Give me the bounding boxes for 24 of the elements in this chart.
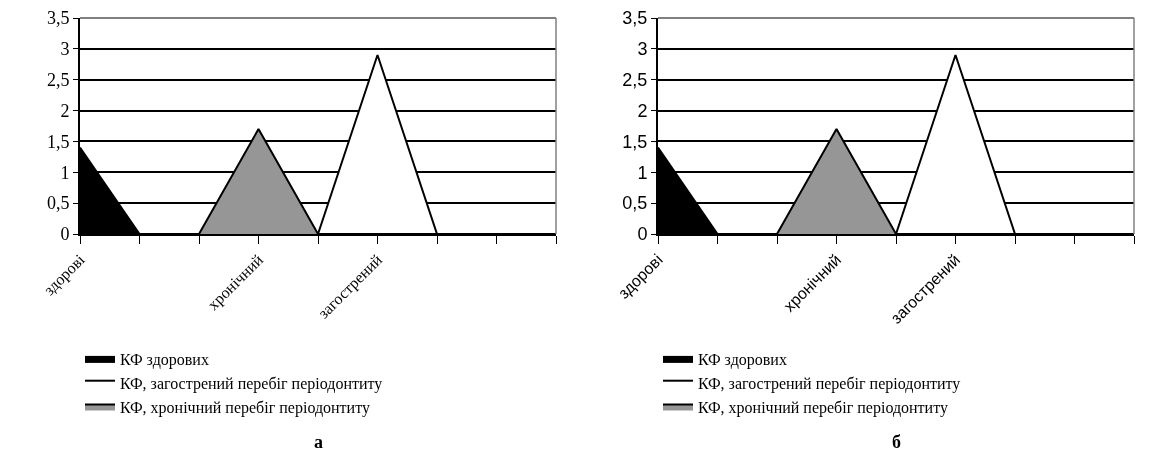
y-tick-label: 3	[60, 39, 70, 60]
legend-label: КФ здорових	[120, 351, 209, 370]
y-tick-label: 1	[637, 162, 648, 183]
y-tick-label: 2,5	[46, 70, 70, 91]
y-tick-label: 3,5	[622, 8, 648, 29]
y-tick-label: 3,5	[46, 8, 70, 29]
y-tick-label: 0	[60, 224, 70, 245]
y-tick-label: 1,5	[46, 131, 70, 152]
legend-label: КФ здорових	[698, 351, 787, 370]
y-tick-label: 3	[637, 39, 648, 60]
legend-label: КФ, загострений перебіг періодонтиту	[120, 374, 383, 393]
legend-label: КФ, хронічний перебіг періодонтиту	[698, 398, 948, 417]
legend-label: КФ, загострений перебіг періодонтиту	[698, 374, 961, 393]
y-tick-label: 1	[60, 162, 70, 183]
y-tick-label: 2,5	[622, 70, 648, 91]
y-tick-label: 1,5	[622, 131, 648, 152]
y-tick-label: 0	[637, 224, 648, 245]
y-tick-label: 2	[60, 100, 70, 121]
text: а	[314, 432, 323, 452]
text: б	[892, 432, 901, 452]
y-tick-label: 0,5	[46, 193, 70, 214]
legend-label: КФ, хронічний перебіг періодонтиту	[120, 398, 370, 417]
y-tick-label: 2	[637, 100, 648, 121]
y-tick-label: 0,5	[622, 193, 648, 214]
